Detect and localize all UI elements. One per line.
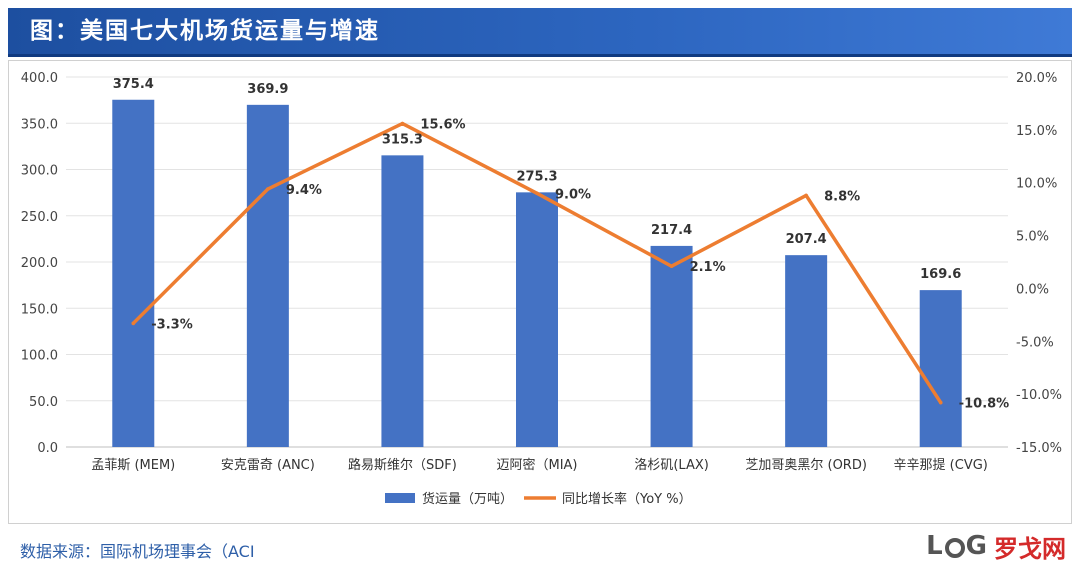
bar-data-label: 169.6	[920, 267, 961, 282]
y-right-tick-label: 20.0%	[1016, 71, 1057, 86]
brand-logo: L G 罗戈网	[926, 530, 1066, 563]
bar-data-label: 207.4	[786, 232, 827, 247]
line-point	[938, 400, 943, 405]
line-data-label: 15.6%	[420, 118, 465, 133]
bar-data-label: 315.3	[382, 132, 423, 147]
bar	[516, 192, 558, 447]
y-right-tick-label: 10.0%	[1016, 177, 1057, 192]
y-left-tick-label: 150.0	[21, 302, 58, 317]
line-data-label: 2.1%	[690, 260, 726, 275]
x-tick-label: 洛杉矶(LAX)	[634, 458, 708, 473]
y-right-tick-label: -10.0%	[1016, 388, 1062, 403]
line-point	[131, 321, 136, 326]
y-left-tick-label: 0.0	[37, 441, 58, 456]
bar	[381, 155, 424, 447]
bar	[785, 255, 828, 447]
y-left-tick-label: 100.0	[21, 349, 58, 364]
bar	[650, 245, 693, 447]
bar-data-label: 369.9	[247, 82, 288, 97]
legend-label-bar: 货运量（万吨）	[422, 491, 513, 507]
y-right-tick-label: -5.0%	[1016, 335, 1054, 350]
x-tick-label: 迈阿密（MIA)	[496, 457, 577, 473]
y-left-tick-label: 50.0	[29, 395, 58, 410]
y-right-tick-label: 15.0%	[1016, 124, 1057, 139]
y-left-tick-label: 250.0	[21, 210, 58, 225]
line-data-label: -3.3%	[151, 317, 192, 332]
brand-log-l: L	[926, 531, 944, 561]
y-left-tick-label: 200.0	[21, 256, 58, 271]
line-data-label: 8.8%	[824, 189, 860, 204]
y-right-tick-label: -15.0%	[1016, 441, 1062, 456]
y-right-tick-label: 5.0%	[1016, 230, 1049, 245]
y-right-tick-label: 0.0%	[1016, 282, 1049, 297]
title-bar: 图：美国七大机场货运量与增速	[8, 8, 1072, 57]
bar-data-label: 375.4	[113, 77, 154, 92]
line-point	[266, 187, 270, 191]
chart-frame	[8, 60, 1072, 524]
y-left-tick-label: 400.0	[21, 71, 58, 86]
source-note: 数据来源：国际机场理事会（ACI	[20, 542, 255, 561]
page-title: 图：美国七大机场货运量与增速	[30, 18, 380, 44]
brand-name: 罗戈网	[994, 534, 1066, 563]
line-data-label: 9.0%	[555, 187, 591, 202]
line-point	[669, 264, 674, 269]
bar	[919, 290, 962, 447]
line-data-label: -10.8%	[959, 397, 1010, 412]
x-tick-label: 安克雷奇 (ANC)	[221, 457, 315, 473]
x-tick-label: 路易斯维尔（SDF)	[348, 457, 457, 473]
bar	[112, 99, 155, 447]
brand-o-ring	[944, 538, 965, 558]
x-tick-label: 孟菲斯 (MEM)	[91, 458, 175, 473]
y-left-tick-label: 300.0	[21, 164, 58, 179]
bar	[246, 104, 289, 447]
line-point	[535, 191, 539, 196]
line-point	[400, 121, 405, 126]
line-data-label: 9.4%	[286, 183, 322, 198]
y-left-tick-label: 350.0	[21, 117, 58, 132]
x-tick-label: 辛辛那提 (CVG)	[894, 457, 988, 473]
bar-data-label: 217.4	[651, 223, 692, 238]
legend-label-line: 同比增长率（YoY %）	[562, 491, 692, 507]
line-point	[804, 193, 808, 198]
x-tick-label: 芝加哥奥黑尔 (ORD)	[745, 457, 867, 473]
legend-swatch-bar	[385, 493, 415, 503]
brand-log-g: G	[965, 531, 988, 561]
bar-data-label: 275.3	[516, 169, 557, 184]
